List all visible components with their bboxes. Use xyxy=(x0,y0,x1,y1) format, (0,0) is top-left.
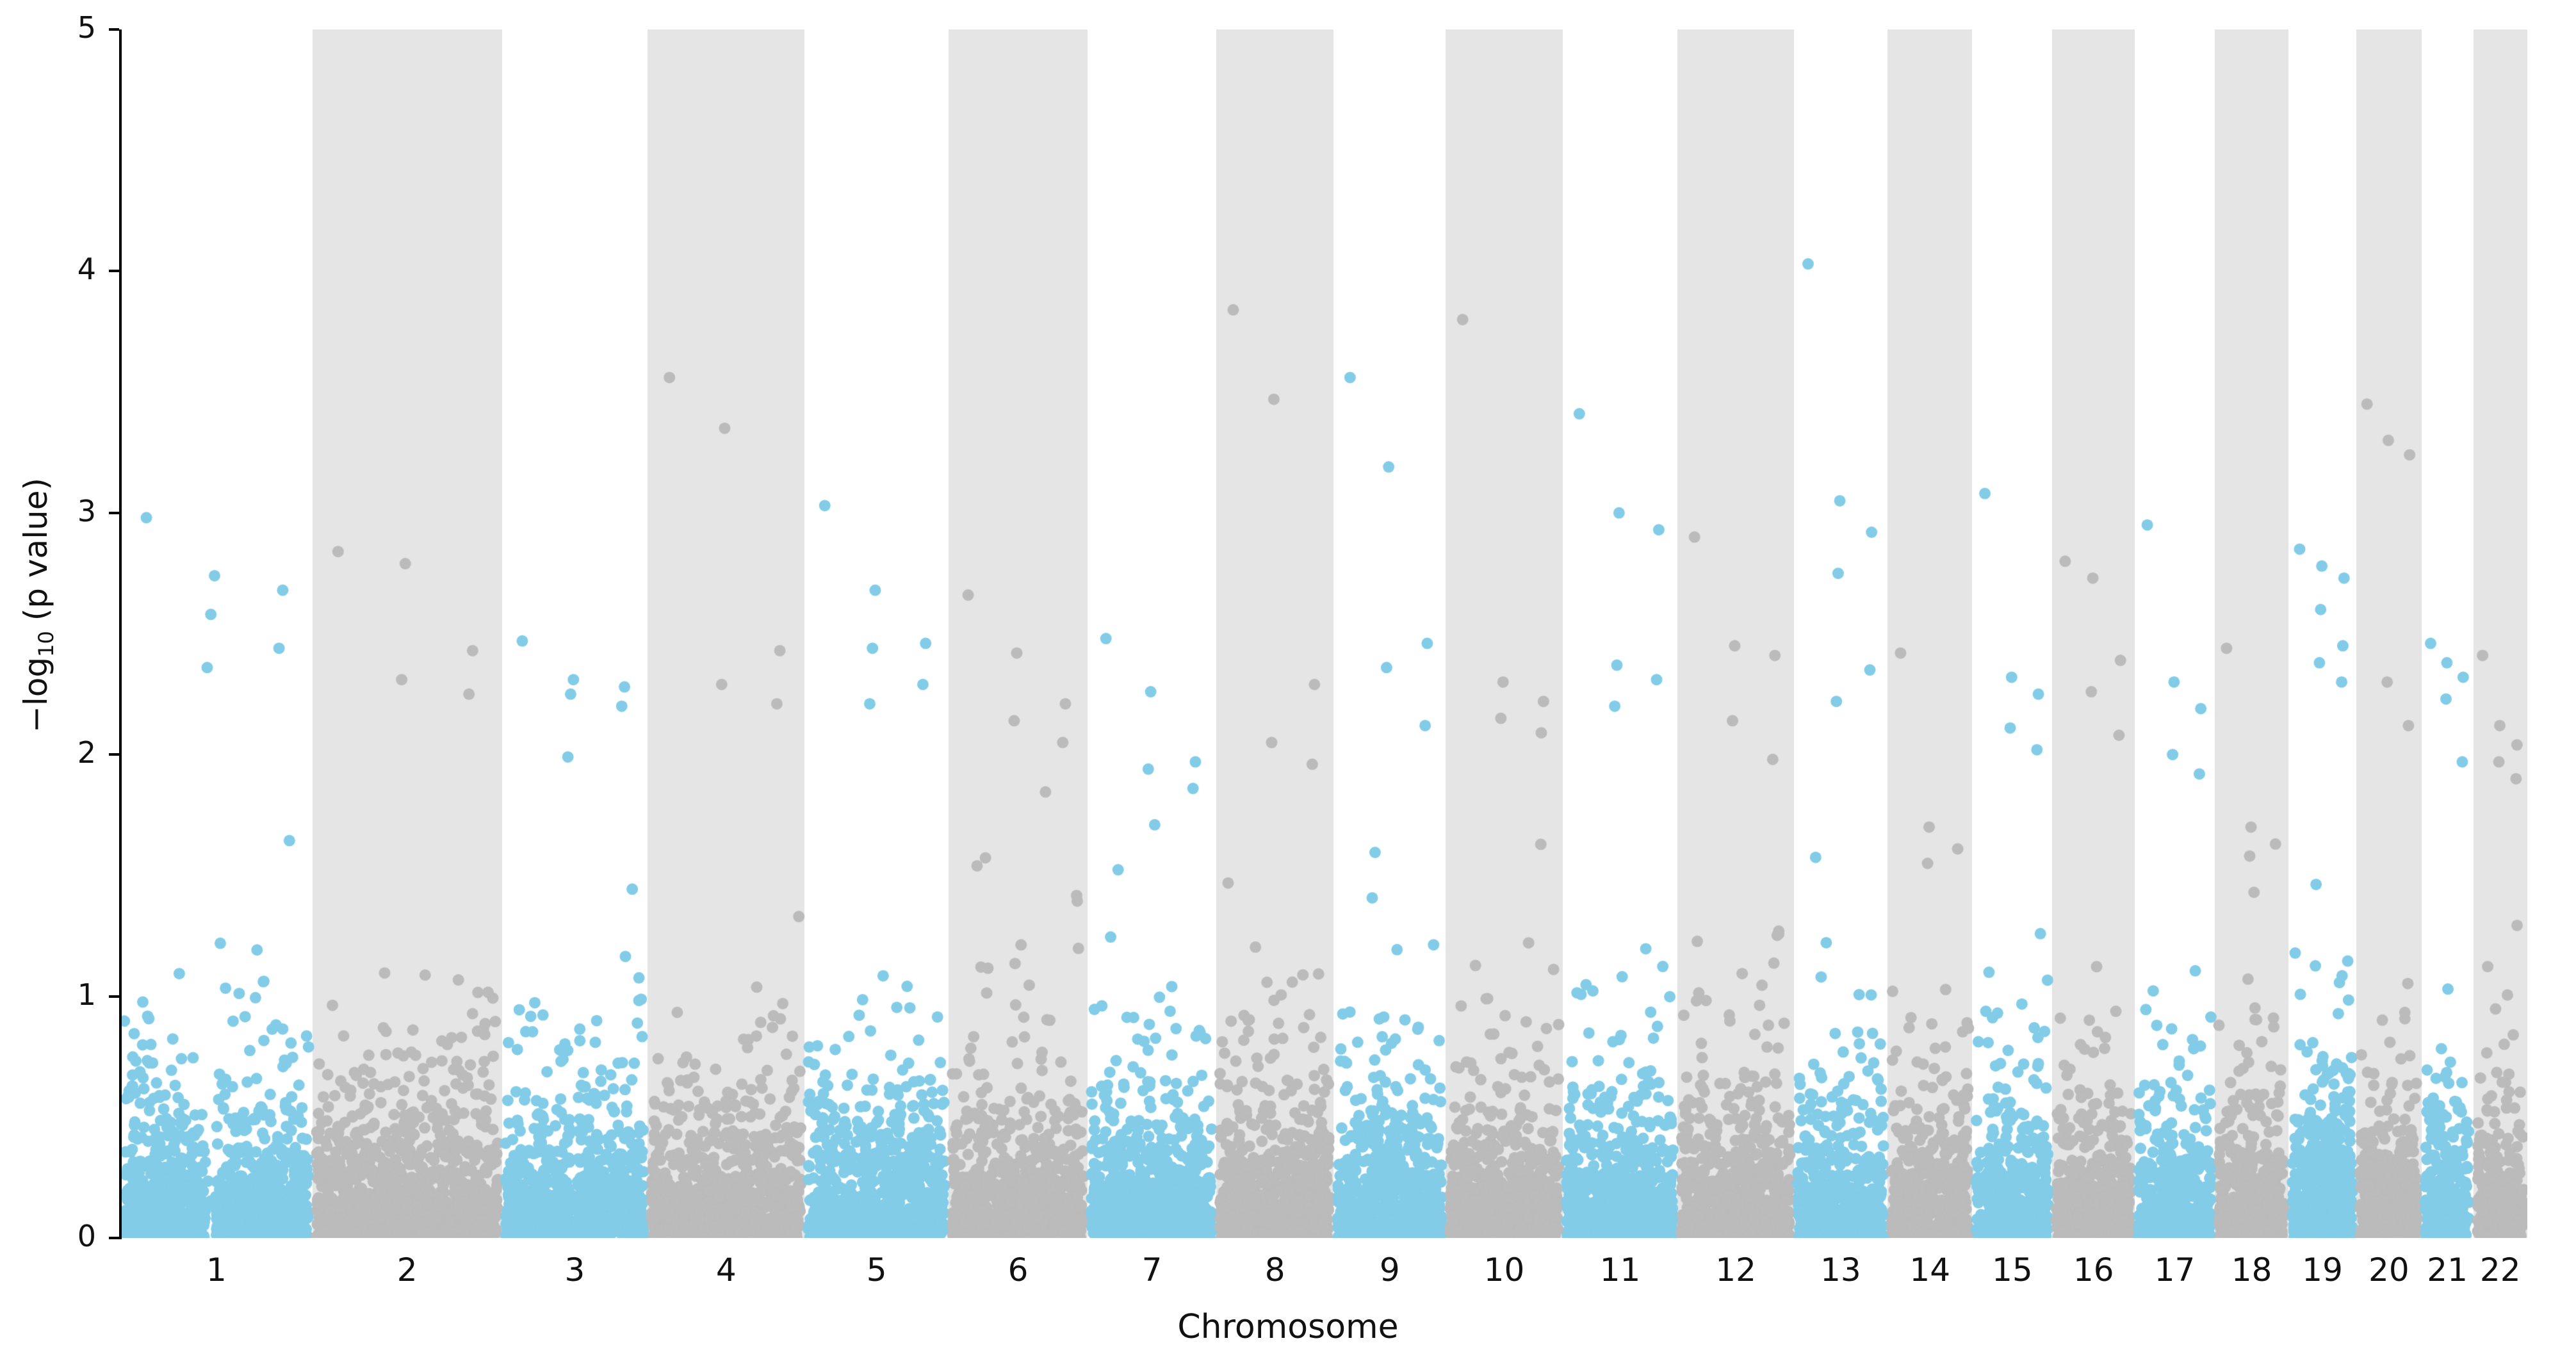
y-axis-title-suffix: (p value) xyxy=(17,478,54,631)
y-tick-mark-5 xyxy=(109,28,119,31)
x-tick-label-chr13: 13 xyxy=(1820,1251,1861,1289)
x-tick-label-chr8: 8 xyxy=(1264,1251,1285,1289)
y-tick-label-5: 5 xyxy=(77,10,96,45)
x-tick-label-chr21: 21 xyxy=(2427,1251,2468,1289)
y-axis-title: −log10 (p value) xyxy=(17,29,58,1182)
y-tick-label-4: 4 xyxy=(77,252,96,287)
plot-area xyxy=(120,29,2527,1238)
x-tick-label-chr19: 19 xyxy=(2302,1251,2343,1289)
y-axis-spine xyxy=(119,29,122,1239)
x-tick-label-chr7: 7 xyxy=(1141,1251,1162,1289)
x-tick-label-chr2: 2 xyxy=(396,1251,418,1289)
x-tick-label-chr17: 17 xyxy=(2154,1251,2196,1289)
x-tick-label-chr3: 3 xyxy=(564,1251,585,1289)
x-tick-label-chr18: 18 xyxy=(2231,1251,2272,1289)
y-tick-mark-1 xyxy=(109,995,119,998)
y-tick-mark-0 xyxy=(109,1237,119,1239)
x-tick-label-chr4: 4 xyxy=(715,1251,737,1289)
x-tick-label-chr11: 11 xyxy=(1599,1251,1641,1289)
y-axis-title-prefix: −log xyxy=(17,656,54,733)
y-tick-mark-2 xyxy=(109,753,119,756)
x-tick-label-chr1: 1 xyxy=(206,1251,227,1289)
y-tick-label-2: 2 xyxy=(77,735,96,770)
x-tick-label-chr6: 6 xyxy=(1007,1251,1029,1289)
y-tick-mark-3 xyxy=(109,511,119,514)
y-tick-label-0: 0 xyxy=(77,1219,96,1253)
x-axis-title: Chromosome xyxy=(1177,1308,1399,1346)
y-axis-title-subscript: 10 xyxy=(34,631,58,657)
x-tick-label-chr20: 20 xyxy=(2368,1251,2409,1289)
x-tick-label-chr12: 12 xyxy=(1715,1251,1756,1289)
x-tick-label-chr14: 14 xyxy=(1909,1251,1951,1289)
x-tick-label-chr16: 16 xyxy=(2073,1251,2114,1289)
x-tick-label-chr22: 22 xyxy=(2479,1251,2521,1289)
x-tick-label-chr9: 9 xyxy=(1379,1251,1400,1289)
x-tick-label-chr5: 5 xyxy=(866,1251,887,1289)
y-tick-label-3: 3 xyxy=(77,493,96,528)
y-tick-mark-4 xyxy=(109,270,119,273)
x-tick-label-chr10: 10 xyxy=(1483,1251,1525,1289)
x-tick-label-chr15: 15 xyxy=(1992,1251,2033,1289)
scatter-points-canvas xyxy=(120,29,2527,1238)
y-tick-label-1: 1 xyxy=(77,977,96,1012)
